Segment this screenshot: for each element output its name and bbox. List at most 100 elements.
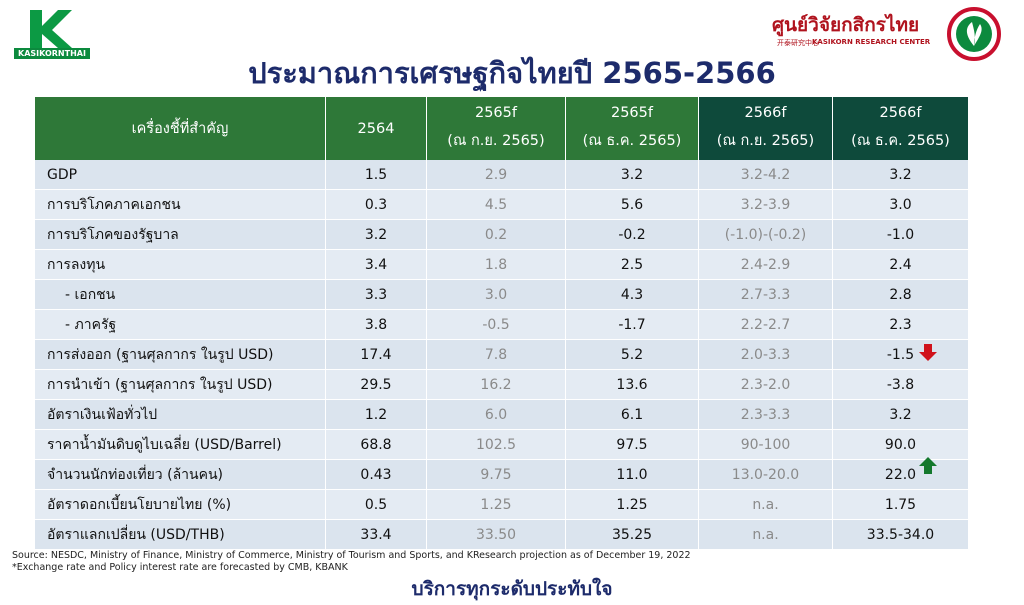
cell: 16.2 bbox=[426, 369, 566, 400]
footer: บริการทุกระดับประทับใจ bbox=[411, 578, 613, 600]
cell: 1.5 bbox=[325, 160, 427, 190]
cell: 6.1 bbox=[565, 399, 699, 430]
cell: 102.5 bbox=[426, 429, 566, 460]
cell: 3.4 bbox=[325, 249, 427, 280]
cell: n.a. bbox=[698, 519, 833, 550]
cell: 1.8 bbox=[426, 249, 566, 280]
logo-right bbox=[947, 7, 1001, 61]
cell: 2.4-2.9 bbox=[698, 249, 833, 280]
logo-left bbox=[30, 10, 72, 48]
cell: 33.5-34.0 bbox=[832, 519, 969, 550]
cell: 6.0 bbox=[426, 399, 566, 430]
table-row: ราคาน้ำมันดิบดูไบเฉลี่ย (USD/Barrel) 68.8… bbox=[35, 429, 969, 460]
column-header: เครื่องชี้ที่สำคัญ bbox=[35, 97, 326, 160]
row-label: GDP bbox=[35, 160, 326, 190]
cell: 0.5 bbox=[325, 489, 427, 520]
column-header-line: (ณ ก.ย. 2565) bbox=[716, 133, 815, 149]
cell: 68.8 bbox=[325, 429, 427, 460]
table-row: จำนวนนักท่องเที่ยว (ล้านคน) 0.43 9.75 11.0 1… bbox=[35, 459, 969, 490]
table-row: GDP 1.5 2.9 3.2 3.2-4.2 3.2 bbox=[35, 160, 969, 190]
column-header: 2564 bbox=[325, 97, 427, 160]
cell: 4.3 bbox=[565, 279, 699, 310]
cell: 3.2 bbox=[325, 219, 427, 250]
cell: 2.0-3.3 bbox=[698, 339, 833, 370]
column-header-line: 2566f bbox=[744, 105, 787, 121]
column-header-line: เครื่องชี้ที่สำคัญ bbox=[131, 121, 229, 137]
source-note: Source: NESDC, Ministry of Finance, Mini… bbox=[12, 550, 691, 561]
cell: 33.50 bbox=[426, 519, 566, 550]
brand-right: ศูนย์วิจัยกสิกรไทย bbox=[772, 14, 920, 36]
brand-right-cn: 开泰研究中心 bbox=[777, 39, 819, 47]
cell: 3.2 bbox=[832, 399, 969, 430]
cell: 2.7-3.3 bbox=[698, 279, 833, 310]
column-header-line: 2565f bbox=[474, 105, 517, 121]
down-arrow bbox=[919, 344, 937, 361]
cell: 3.0 bbox=[426, 279, 566, 310]
table-row: - ภาครัฐ 3.8 -0.5 -1.7 2.2-2.7 2.3 bbox=[35, 309, 969, 340]
column-header-line: (ณ ก.ย. 2565) bbox=[447, 133, 545, 149]
cell: 35.25 bbox=[565, 519, 699, 550]
row-label: การส่งออก (ฐานศุลกากร ในรูป USD) bbox=[35, 339, 326, 370]
cell: 5.2 bbox=[565, 339, 699, 370]
cell: 13.0-20.0 bbox=[698, 459, 833, 490]
cell: 2.3 bbox=[832, 309, 969, 340]
cell: 3.2-4.2 bbox=[698, 160, 833, 190]
cell: 2.5 bbox=[565, 249, 699, 280]
table-row: การบริโภคภาคเอกชน 0.3 4.5 5.6 3.2-3.9 3.0 bbox=[35, 189, 969, 220]
cell: -1.0 bbox=[832, 219, 969, 250]
cell: 22.0 bbox=[832, 459, 969, 490]
cell: 1.25 bbox=[565, 489, 699, 520]
table-row: การลงทุน 3.4 1.8 2.5 2.4-2.9 2.4 bbox=[35, 249, 969, 280]
table-row: การส่งออก (ฐานศุลกากร ในรูป USD) 17.4 7.8 5… bbox=[35, 339, 969, 370]
row-label: อัตราเงินเฟ้อทั่วไป bbox=[35, 399, 326, 430]
cell: 3.2 bbox=[565, 160, 699, 190]
cell: 2.3-2.0 bbox=[698, 369, 833, 400]
cell: 2.4 bbox=[832, 249, 969, 280]
cell: 11.0 bbox=[565, 459, 699, 490]
cell: 13.6 bbox=[565, 369, 699, 400]
row-label: จำนวนนักท่องเที่ยว (ล้านคน) bbox=[35, 459, 326, 490]
cell: 17.4 bbox=[325, 339, 427, 370]
row-label: การบริโภคภาคเอกชน bbox=[35, 189, 326, 220]
up-arrow bbox=[919, 457, 937, 474]
title: ประมาณการเศรษฐกิจไทยปี 2565-2566 bbox=[248, 56, 776, 90]
cell: 3.3 bbox=[325, 279, 427, 310]
cell: -1.7 bbox=[565, 309, 699, 340]
row-label: - เอกชน bbox=[35, 279, 326, 310]
cell: -0.5 bbox=[426, 309, 566, 340]
cell: -3.8 bbox=[832, 369, 969, 400]
column-header: 2565f (ณ ก.ย. 2565) bbox=[426, 97, 566, 160]
row-label: การลงทุน bbox=[35, 249, 326, 280]
column-header-line: 2565f bbox=[610, 105, 653, 121]
cell: 3.0 bbox=[832, 189, 969, 220]
cell: 1.2 bbox=[325, 399, 427, 430]
row-label: ราคาน้ำมันดิบดูไบเฉลี่ย (USD/Barrel) bbox=[35, 429, 326, 460]
table-row: อัตราเงินเฟ้อทั่วไป 1.2 6.0 6.1 2.3-3.3 3.2 bbox=[35, 399, 969, 430]
cell: 90.0 bbox=[832, 429, 969, 460]
table-row: อัตราแลกเปลี่ยน (USD/THB) 33.4 33.50 35.25 n… bbox=[35, 519, 969, 550]
cell: 5.6 bbox=[565, 189, 699, 220]
cell: 2.2-2.7 bbox=[698, 309, 833, 340]
cell: 0.3 bbox=[325, 189, 427, 220]
cell: 90-100 bbox=[698, 429, 833, 460]
cell: 2.3-3.3 bbox=[698, 399, 833, 430]
table-row: - เอกชน 3.3 3.0 4.3 2.7-3.3 2.8 bbox=[35, 279, 969, 310]
cell: 1.75 bbox=[832, 489, 969, 520]
row-label: - ภาครัฐ bbox=[35, 309, 326, 340]
brand-right-en: KASIKORN RESEARCH CENTER bbox=[812, 38, 931, 46]
cell: 3.8 bbox=[325, 309, 427, 340]
table-row: การนำเข้า (ฐานศุลกากร ในรูป USD) 29.5 16.2… bbox=[35, 369, 969, 400]
cell: 33.4 bbox=[325, 519, 427, 550]
column-header: 2566f (ณ ธ.ค. 2565) bbox=[832, 97, 969, 160]
footnote: *Exchange rate and Policy interest rate … bbox=[12, 562, 348, 573]
cell: 2.9 bbox=[426, 160, 566, 190]
cell: 3.2 bbox=[832, 160, 969, 190]
cell: 9.75 bbox=[426, 459, 566, 490]
cell: -0.2 bbox=[565, 219, 699, 250]
column-header-line: (ณ ธ.ค. 2565) bbox=[851, 133, 950, 149]
cell: 97.5 bbox=[565, 429, 699, 460]
brand-left: KASIKORNTHAI bbox=[14, 48, 90, 59]
forecast-table: เครื่องชี้ที่สำคัญ 2564 2565f (ณ ก.ย. 2565)… bbox=[35, 97, 969, 550]
cell: 0.2 bbox=[426, 219, 566, 250]
